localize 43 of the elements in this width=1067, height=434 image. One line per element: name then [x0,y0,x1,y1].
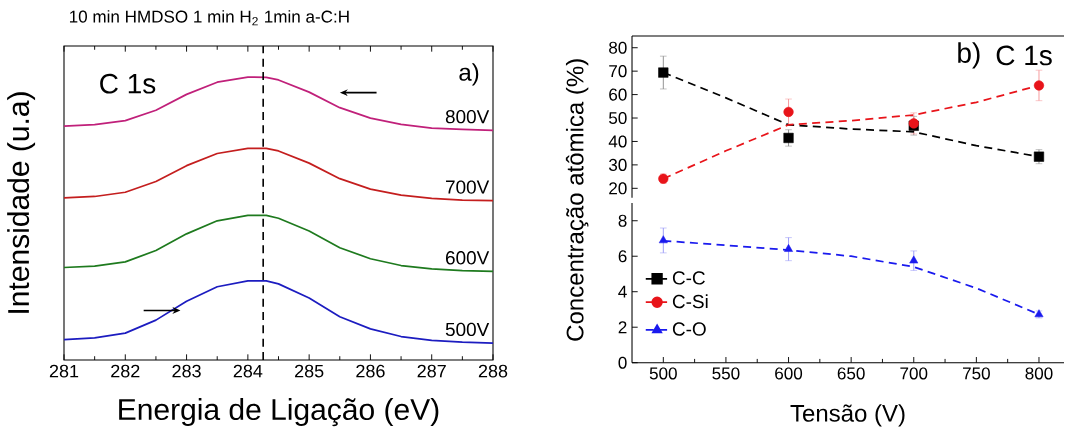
y-tick-label: 20 [609,182,627,195]
x-tick-label: 800 [1025,367,1053,380]
x-tick-label: 282 [111,364,140,378]
series-label: 600V [446,251,490,265]
x-tick-label: 283 [172,364,201,378]
annotation: a) [459,63,479,86]
x-axis-title: Tensão (V) [790,404,905,427]
y-tick-label: 40 [608,135,627,148]
x-tick-label: 284 [233,364,263,378]
x-tick-label: 500 [649,367,677,380]
x-tick-label: 650 [837,367,865,380]
y-tick-label: 50 [609,111,627,125]
y-tick-label: 2 [618,321,627,334]
legend-label: C-C [672,271,705,285]
y-tick-label: 70 [609,65,627,78]
annotation: b) [958,42,980,69]
x-tick-label: 281 [49,364,79,378]
y-axis-title: Intensidade (u.a) [7,92,36,313]
x-tick-label: 750 [963,367,990,380]
annotation: C 1s [100,73,156,94]
y-tick-label: 60 [609,88,627,101]
x-tick-label: 600 [775,367,803,380]
x-tick-label: 286 [356,364,385,378]
y-tick-label: 6 [618,250,627,263]
series-label: 500V [445,322,490,337]
x-tick-label: 700 [900,367,928,380]
y-tick-label: 30 [608,158,627,171]
legend-label: C-Si [672,294,708,309]
y-tick-label: 0 [618,356,627,369]
y-tick-label: 4 [618,285,627,298]
series-label: 800V [445,109,490,124]
series-label: 700V [446,180,490,194]
y-axis-title: Concentração atômica (%) [565,59,589,341]
annotation: C 1s [996,45,1052,66]
chart-title: 10 min HMDSO 1 min H$_{2}$ 1min a-C:H [69,10,349,26]
legend-label: C-O [672,322,706,336]
y-tick-label: 80 [609,41,627,54]
x-axis-title: Energia de Ligação (eV) [119,398,439,427]
x-tick-label: 288 [478,364,508,378]
y-tick-label: 8 [618,214,627,227]
x-tick-label: 287 [417,364,446,378]
x-tick-label: 550 [712,367,740,380]
x-tick-label: 285 [295,364,324,378]
